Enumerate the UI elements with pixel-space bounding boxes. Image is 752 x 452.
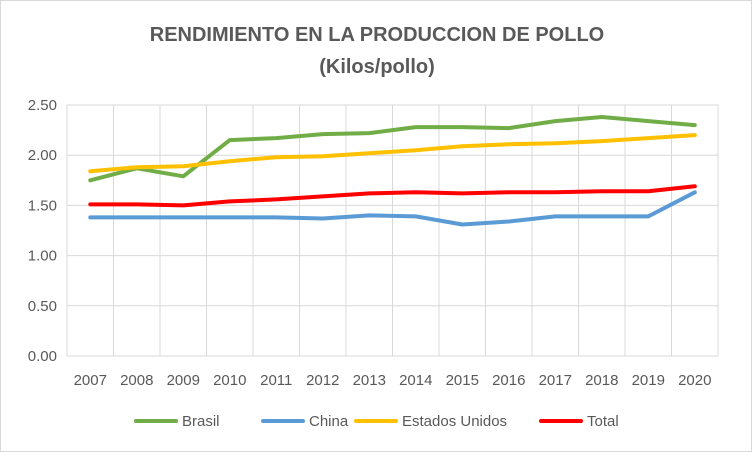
legend-label-brasil: Brasil [182,413,220,430]
x-axis-ticks: 2007 2008 2009 2010 2011 2012 2013 2014 2015 2016… [74,372,712,389]
y-axis-ticks: 0.00 0.50 1.00 1.50 2.00 2.50 [28,97,57,365]
x-tick-label: 2012 [306,372,339,389]
y-tick-label: 0.00 [28,348,57,365]
x-tick-label: 2020 [678,372,711,389]
series-line-total [88,184,697,208]
x-tick-label: 2016 [492,372,525,389]
chart-title: RENDIMIENTO EN LA PRODUCCION DE POLLO [150,24,604,46]
y-tick-label: 2.00 [28,147,57,164]
series-line-brasil [88,115,697,183]
x-tick-label: 2017 [539,372,572,389]
legend-label-total: Total [587,413,619,430]
series-line-china [88,190,697,227]
x-tick-label: 2008 [120,372,153,389]
legend-label-china: China [309,413,349,430]
x-tick-label: 2019 [632,372,665,389]
y-tick-label: 2.50 [28,97,57,114]
x-tick-label: 2015 [446,372,479,389]
x-tick-label: 2014 [399,372,432,389]
series-lines [88,115,697,227]
grid-lines [66,104,719,357]
y-tick-label: 0.50 [28,298,57,315]
y-tick-label: 1.00 [28,248,57,265]
x-tick-label: 2018 [585,372,618,389]
legend-label-estados-unidos: Estados Unidos [402,413,507,430]
x-tick-label: 2009 [167,372,200,389]
y-tick-label: 1.50 [28,197,57,214]
chart-subtitle: (Kilos/pollo) [319,56,435,78]
x-tick-label: 2007 [74,372,107,389]
x-tick-label: 2010 [213,372,246,389]
series-line-estados-unidos [88,133,697,174]
legend: Brasil China Estados Unidos Total [134,413,619,430]
x-tick-label: 2011 [260,372,292,389]
x-tick-label: 2013 [353,372,386,389]
